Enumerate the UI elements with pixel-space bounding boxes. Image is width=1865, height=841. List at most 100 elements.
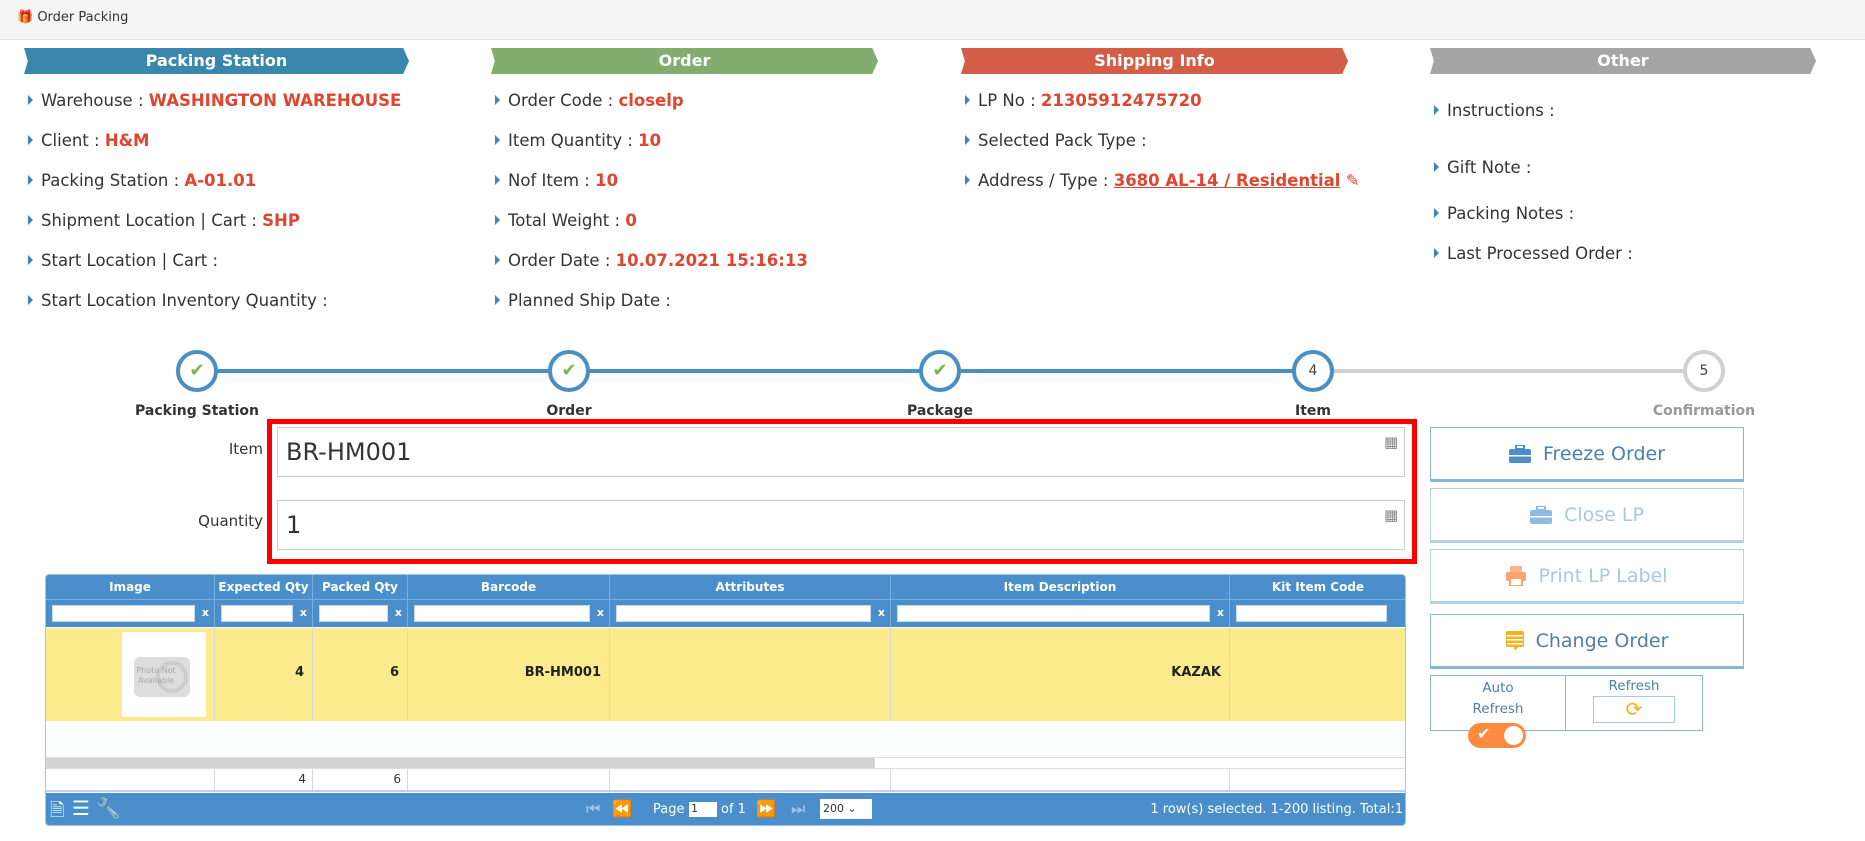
keyboard-icon[interactable]: ▦ <box>1384 433 1399 451</box>
svg-text:Photo Not: Photo Not <box>136 666 175 675</box>
change-order-button[interactable]: Change Order <box>1430 614 1744 669</box>
caret-right-icon <box>28 255 33 265</box>
title-bar: 🎁 Order Packing <box>0 0 1865 40</box>
column-title[interactable]: Packed Qty <box>313 575 407 600</box>
print-lp-label-button[interactable]: Print LP Label <box>1430 549 1744 604</box>
column-header: Attributes x <box>610 575 891 627</box>
grid-cell: Photo Not Available <box>46 628 215 721</box>
clear-filter-button[interactable]: x <box>394 606 402 619</box>
column-filter-input[interactable] <box>52 605 195 622</box>
page-title: Order Packing <box>37 10 129 25</box>
field-label: Last Processed Order : <box>1447 244 1633 263</box>
step-circle: ✔ <box>176 350 218 392</box>
quantity-label: Quantity <box>198 512 263 530</box>
caret-right-icon <box>28 215 33 225</box>
column-header: Item Description x <box>891 575 1230 627</box>
briefcase-icon <box>1508 444 1531 463</box>
clear-filter-button[interactable]: x <box>596 606 604 619</box>
field-label: Instructions : <box>1447 101 1555 120</box>
keyboard-icon[interactable]: ▦ <box>1384 506 1399 524</box>
table-row[interactable]: Photo Not Available 4 6 BR-HM001 KAZAK <box>46 628 1405 721</box>
info-field: Start Location Inventory Quantity : <box>28 291 328 310</box>
info-field: Total Weight : 0 <box>495 211 637 230</box>
close-lp-button[interactable]: Close LP <box>1430 488 1744 543</box>
column-title[interactable]: Image <box>46 575 214 600</box>
column-title[interactable]: Expected Qty <box>215 575 312 600</box>
clear-filter-button[interactable]: x <box>299 606 307 619</box>
column-title[interactable]: Attributes <box>610 575 890 600</box>
caret-right-icon <box>1434 208 1439 218</box>
caret-right-icon <box>495 215 500 225</box>
cell-packed: 6 <box>389 665 399 680</box>
last-page-icon[interactable]: ⏭ <box>791 799 806 818</box>
caret-right-icon <box>28 295 33 305</box>
grid-cell <box>1230 628 1405 721</box>
clear-filter-button[interactable]: x <box>201 606 209 619</box>
info-field: Item Quantity : 10 <box>495 131 661 150</box>
auto-refresh-toggle[interactable]: ✔ <box>1468 723 1526 748</box>
field-value: WASHINGTON WAREHOUSE <box>148 91 402 110</box>
edit-icon[interactable]: ✎ <box>1345 171 1360 190</box>
field-value: A-01.01 <box>184 171 257 190</box>
field-label: Start Location | Cart : <box>41 251 219 270</box>
svg-text:Available: Available <box>138 676 174 685</box>
auto-refresh-label: Auto Refresh <box>1431 676 1566 730</box>
clear-filter-button[interactable]: x <box>877 606 885 619</box>
column-header: Kit Item Code <box>1230 575 1405 627</box>
caret-right-icon <box>495 135 500 145</box>
refresh-button[interactable]: ⟳ <box>1593 696 1675 723</box>
field-label: Address / Type : <box>978 171 1109 190</box>
next-page-icon[interactable]: ⏩ <box>756 799 776 818</box>
column-filter-input[interactable] <box>414 605 590 622</box>
field-label: Packing Notes : <box>1447 204 1575 223</box>
column-filter-input[interactable] <box>319 605 388 622</box>
check-icon: ✔ <box>189 360 205 381</box>
horizontal-scrollbar[interactable] <box>46 757 1405 769</box>
step-circle: ✔ <box>548 350 590 392</box>
info-field: Planned Ship Date : <box>495 291 671 310</box>
quantity-input[interactable]: 1 <box>277 500 1405 550</box>
caret-right-icon <box>495 255 500 265</box>
column-filter-input[interactable] <box>616 605 871 622</box>
section-banner: Shipping Info <box>961 48 1348 74</box>
column-filter-input[interactable] <box>897 605 1210 622</box>
column-title[interactable]: Kit Item Code <box>1230 575 1405 600</box>
freeze-order-button[interactable]: Freeze Order <box>1430 427 1744 482</box>
info-field: Order Date : 10.07.2021 15:16:13 <box>495 251 808 270</box>
grid-cell: KAZAK <box>891 628 1230 721</box>
column-title[interactable]: Item Description <box>891 575 1229 600</box>
info-field: Shipment Location | Cart : SHP <box>28 211 300 230</box>
step-number: 4 <box>1308 363 1318 379</box>
field-value: 21305912475720 <box>1040 91 1202 110</box>
page-input[interactable]: 1 <box>689 802 717 817</box>
page-size-select[interactable]: 200 ⌄ <box>820 799 872 819</box>
field-label: LP No : <box>978 91 1036 110</box>
field-label: Warehouse : <box>41 91 144 110</box>
prev-page-icon[interactable]: ⏪ <box>612 799 632 818</box>
column-title[interactable]: Barcode <box>408 575 609 600</box>
caret-right-icon <box>1434 248 1439 258</box>
caret-right-icon <box>1434 162 1439 172</box>
item-input[interactable]: BR-HM001 <box>277 427 1405 477</box>
address-link[interactable]: 3680 AL-14 / Residential <box>1113 171 1341 190</box>
field-label: Nof Item : <box>508 171 590 190</box>
info-field: Gift Note : <box>1434 158 1531 177</box>
clear-filter-button[interactable]: x <box>1216 606 1224 619</box>
column-filter-input[interactable] <box>1236 605 1387 622</box>
printer-icon <box>1506 565 1527 586</box>
scrollbar-thumb[interactable] <box>47 758 875 768</box>
field-value: 0 <box>625 211 637 230</box>
items-grid: Image x Expected Qty x Packed Qty x Barcode… <box>45 574 1406 826</box>
wrench-icon[interactable]: 🔧 <box>96 796 121 820</box>
excel-export-icon[interactable]: 🗎 <box>50 800 65 821</box>
first-page-icon[interactable]: ⏮ <box>586 799 601 818</box>
column-filter-input[interactable] <box>221 605 293 622</box>
total-cell <box>408 769 610 790</box>
caret-right-icon <box>495 95 500 105</box>
info-field: Instructions : <box>1434 101 1555 120</box>
columns-list-icon[interactable]: ☰ <box>72 796 90 820</box>
progress-line-done <box>197 369 1313 373</box>
info-field: Nof Item : 10 <box>495 171 618 190</box>
total-packed: 6 <box>393 772 401 786</box>
